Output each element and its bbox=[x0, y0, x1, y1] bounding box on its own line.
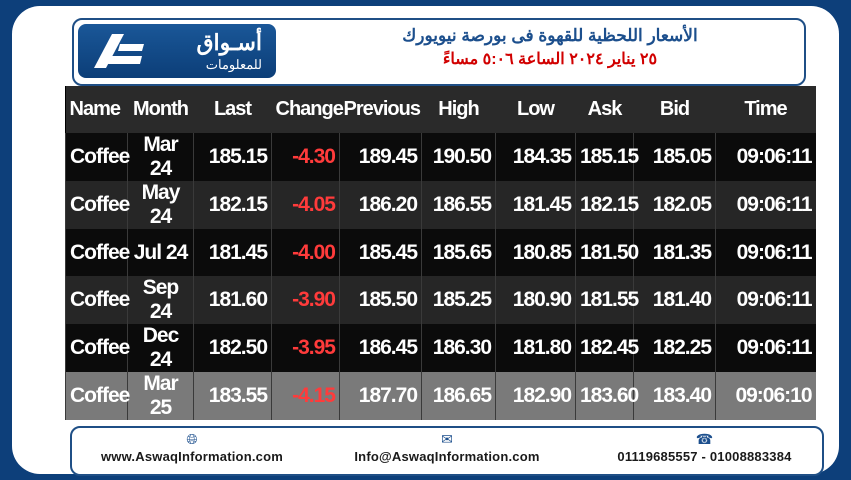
cell-high: 186.55 bbox=[421, 181, 496, 229]
cell-previous: 186.20 bbox=[339, 181, 422, 229]
cell-time: 09:06:11 bbox=[715, 181, 816, 229]
cell-last: 183.55 bbox=[193, 372, 272, 420]
table-row: Coffee Dec 24 182.50 -3.95 186.45 186.30 181.8… bbox=[65, 324, 816, 372]
cell-name: Coffee bbox=[65, 372, 130, 420]
cell-month: Dec 24 bbox=[127, 324, 194, 372]
table-row: Coffee Mar 24 185.15 -4.30 189.45 190.50 184.3… bbox=[65, 133, 816, 181]
phone-icon: ☎︎ bbox=[695, 431, 714, 447]
cell-change: -4.05 bbox=[271, 181, 340, 229]
cell-previous: 187.70 bbox=[339, 372, 422, 420]
cell-change: -3.90 bbox=[271, 276, 340, 324]
title-line-1: الأسعار اللحظية للقهوة فى بورصة نيويورك bbox=[402, 26, 698, 45]
title-line-2: ٢٥ يناير ٢٠٢٤ الساعة ٥:٠٦ مساءً bbox=[442, 51, 658, 68]
logo-a-icon bbox=[94, 34, 144, 68]
phone-block: ☎︎ 01119685557 - 01008883384 bbox=[592, 432, 817, 464]
cell-name: Coffee bbox=[65, 324, 130, 372]
cell-name: Coffee bbox=[65, 276, 130, 324]
cell-last: 185.15 bbox=[193, 133, 272, 181]
cell-month: May 24 bbox=[127, 181, 194, 229]
website-link[interactable]: www.AswaqInformation.com bbox=[100, 449, 283, 464]
cell-name: Coffee bbox=[65, 181, 130, 229]
cell-low: 180.90 bbox=[495, 276, 576, 324]
col-low: Low bbox=[495, 86, 576, 133]
cell-change: -4.15 bbox=[271, 372, 340, 420]
cell-bid: 182.25 bbox=[633, 324, 716, 372]
cell-change: -4.30 bbox=[271, 133, 340, 181]
table-row: Coffee Jul 24 181.45 -4.00 185.45 185.65 180.8… bbox=[65, 229, 816, 276]
table-row: Coffee May 24 182.15 -4.05 186.20 186.55 181.4… bbox=[65, 181, 816, 229]
table-row: Coffee Sep 24 181.60 -3.90 185.50 185.25 180.9… bbox=[65, 276, 816, 324]
logo-text: أسـواق bbox=[196, 30, 262, 55]
col-name: Name bbox=[65, 86, 128, 133]
cell-ask: 182.45 bbox=[575, 324, 639, 372]
cell-last: 182.15 bbox=[193, 181, 272, 229]
cell-name: Coffee bbox=[65, 133, 130, 181]
cell-bid: 182.05 bbox=[633, 181, 716, 229]
col-high: High bbox=[421, 86, 496, 133]
cell-month: Sep 24 bbox=[127, 276, 194, 324]
col-last: Last bbox=[193, 86, 272, 133]
cell-bid: 181.35 bbox=[633, 229, 716, 276]
cell-last: 182.50 bbox=[193, 324, 272, 372]
cell-high: 186.65 bbox=[421, 372, 496, 420]
col-time: Time bbox=[715, 86, 816, 133]
cell-bid: 185.05 bbox=[633, 133, 716, 181]
cell-low: 182.90 bbox=[495, 372, 576, 420]
cell-low: 180.85 bbox=[495, 229, 576, 276]
cell-bid: 181.40 bbox=[633, 276, 716, 324]
cell-low: 181.45 bbox=[495, 181, 576, 229]
phone-numbers: 01119685557 - 01008883384 bbox=[617, 449, 792, 464]
cell-month: Jul 24 bbox=[127, 229, 194, 276]
cell-month: Mar 25 bbox=[127, 372, 194, 420]
cell-time: 09:06:10 bbox=[715, 372, 816, 420]
page-frame: أسـواق للمعلومات الأسعار اللحظية للقهوة … bbox=[12, 6, 839, 476]
cell-last: 181.45 bbox=[193, 229, 272, 276]
price-table: Name Month Last Change Previous High Low… bbox=[65, 86, 816, 420]
col-previous: Previous bbox=[339, 86, 422, 133]
cell-high: 186.30 bbox=[421, 324, 496, 372]
website-block: 🌐︎ www.AswaqInformation.com bbox=[82, 432, 302, 464]
cell-ask: 181.50 bbox=[575, 229, 639, 276]
mail-icon: ✉︎ bbox=[441, 431, 453, 447]
cell-ask: 181.55 bbox=[575, 276, 639, 324]
cell-ask: 183.60 bbox=[575, 372, 639, 420]
cell-change: -3.95 bbox=[271, 324, 340, 372]
cell-high: 185.25 bbox=[421, 276, 496, 324]
cell-low: 184.35 bbox=[495, 133, 576, 181]
cell-change: -4.00 bbox=[271, 229, 340, 276]
logo-subtext: للمعلومات bbox=[205, 57, 262, 72]
globe-icon: 🌐︎ bbox=[186, 431, 198, 447]
cell-previous: 186.45 bbox=[339, 324, 422, 372]
cell-previous: 185.45 bbox=[339, 229, 422, 276]
cell-high: 190.50 bbox=[421, 133, 496, 181]
cell-high: 185.65 bbox=[421, 229, 496, 276]
header-banner: أسـواق للمعلومات الأسعار اللحظية للقهوة … bbox=[72, 18, 806, 86]
cell-previous: 185.50 bbox=[339, 276, 422, 324]
cell-time: 09:06:11 bbox=[715, 133, 816, 181]
cell-time: 09:06:11 bbox=[715, 324, 816, 372]
cell-ask: 185.15 bbox=[575, 133, 639, 181]
email-link[interactable]: Info@AswaqInformation.com bbox=[354, 449, 540, 464]
page-title: الأسعار اللحظية للقهوة فى بورصة نيويورك … bbox=[310, 24, 790, 72]
cell-bid: 183.40 bbox=[633, 372, 716, 420]
table-row: Coffee Mar 25 183.55 -4.15 187.70 186.65 182.9… bbox=[65, 372, 816, 420]
cell-last: 181.60 bbox=[193, 276, 272, 324]
table-header-row: Name Month Last Change Previous High Low… bbox=[65, 86, 816, 133]
contact-footer: 🌐︎ www.AswaqInformation.com ✉︎ Info@Aswa… bbox=[70, 426, 824, 476]
col-ask: Ask bbox=[575, 86, 634, 133]
cell-time: 09:06:11 bbox=[715, 276, 816, 324]
cell-low: 181.80 bbox=[495, 324, 576, 372]
email-block: ✉︎ Info@AswaqInformation.com bbox=[332, 432, 562, 464]
col-month: Month bbox=[127, 86, 194, 133]
col-change: Change bbox=[271, 86, 344, 133]
cell-month: Mar 24 bbox=[127, 133, 194, 181]
cell-previous: 189.45 bbox=[339, 133, 422, 181]
cell-name: Coffee bbox=[65, 229, 130, 276]
cell-time: 09:06:11 bbox=[715, 229, 816, 276]
cell-ask: 182.15 bbox=[575, 181, 639, 229]
col-bid: Bid bbox=[633, 86, 716, 133]
logo: أسـواق للمعلومات bbox=[78, 24, 276, 78]
